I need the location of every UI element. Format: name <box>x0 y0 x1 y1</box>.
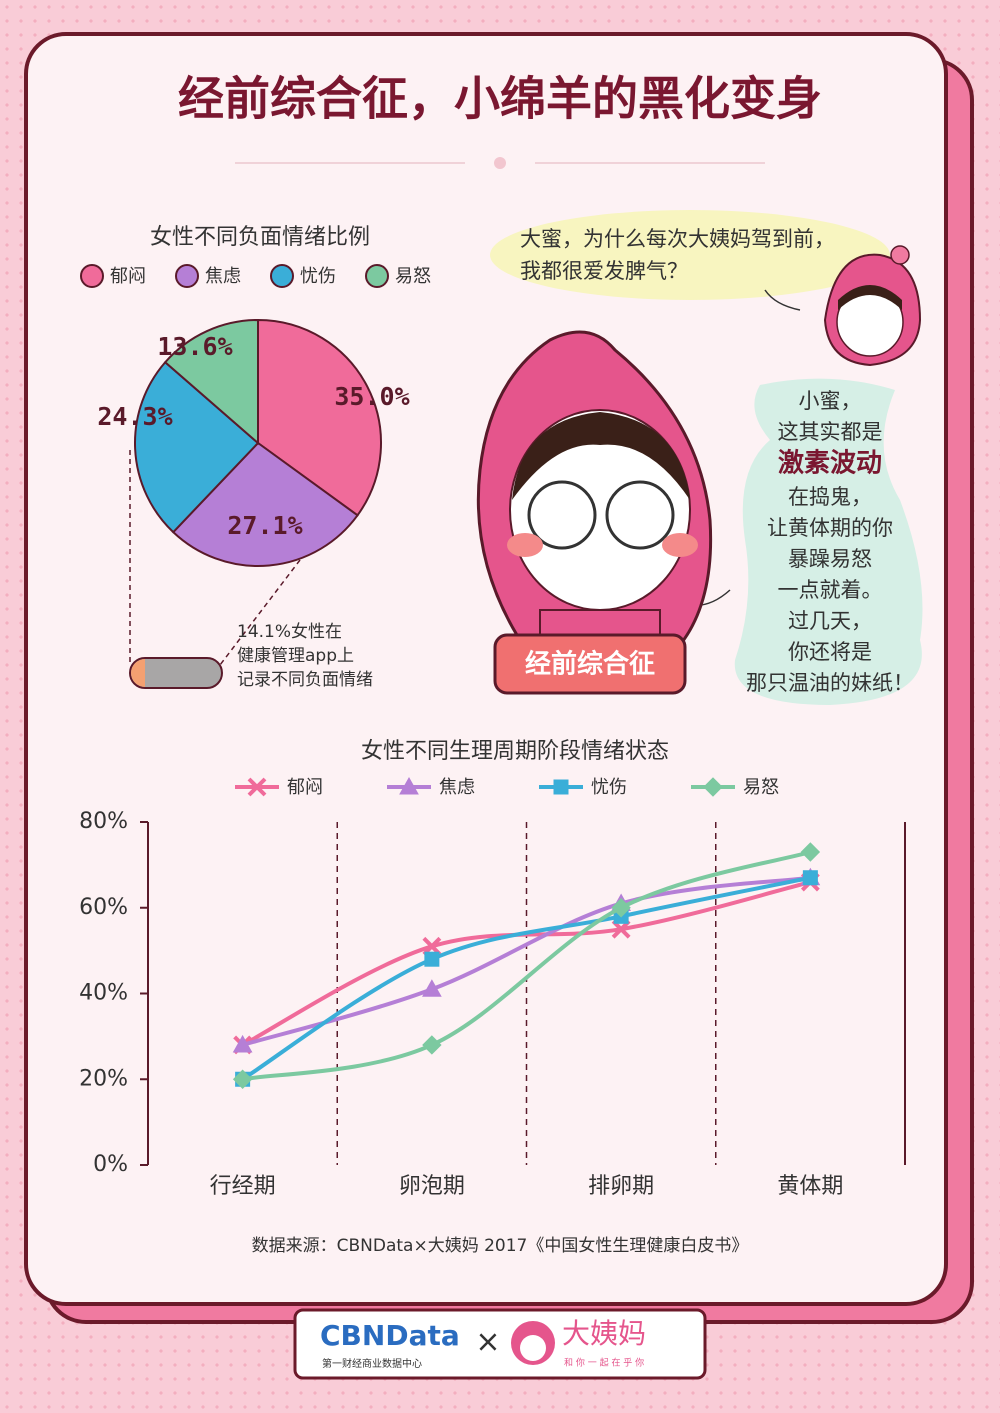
legend-label: 焦虑 <box>439 777 475 798</box>
marker <box>424 951 440 967</box>
legend-label: 易怒 <box>743 777 779 798</box>
data-label: 13.6% <box>157 332 232 361</box>
footer-sub: 和 你 一 起 在 乎 你 <box>564 1357 644 1369</box>
footer-icon-face <box>520 1335 546 1361</box>
x-tick-label: 排卵期 <box>588 1174 654 1199</box>
data-label: 24.3% <box>97 402 172 431</box>
note-bar <box>129 657 223 689</box>
legend-swatch <box>175 264 199 288</box>
legend-label: 忧伤 <box>591 777 627 798</box>
pie-slice <box>163 318 259 446</box>
y-tick-label: 40% <box>79 981 128 1006</box>
chart-title: 女性不同负面情绪比例 <box>150 225 370 250</box>
pie-slice <box>171 441 359 567</box>
bubble-text: 那只温油的妹纸！ <box>746 671 914 695</box>
y-tick-label: 0% <box>93 1152 128 1177</box>
marker <box>800 842 821 862</box>
footer-sub: 第一财经商业数据中心 <box>322 1357 422 1370</box>
divider-dot <box>494 157 506 169</box>
footer-logo: 大姨妈 <box>562 1317 646 1350</box>
marker <box>247 777 267 797</box>
source: 数据来源：CBNData×大姨妈 2017《中国女性生理健康白皮书》 <box>252 1236 749 1256</box>
banner <box>493 633 687 695</box>
chart-title: 女性不同生理周期阶段情绪状态 <box>361 739 669 764</box>
legend-label: 焦虑 <box>205 266 241 287</box>
y-tick-label: 80% <box>79 809 128 834</box>
legend-label: 忧伤 <box>300 266 336 287</box>
bubble-text: 让黄体期的你 <box>767 516 893 540</box>
y-tick-label: 60% <box>79 895 128 920</box>
legend-label: 郁闷 <box>110 266 146 287</box>
footer-logo: CBNData <box>320 1319 460 1352</box>
data-label: 27.1% <box>227 511 302 540</box>
marker <box>703 777 723 797</box>
x-tick-label: 行经期 <box>210 1174 276 1199</box>
small-character <box>823 245 922 367</box>
bubble-text: 过几天， <box>788 609 872 633</box>
footer-box <box>293 1308 707 1380</box>
series-line <box>241 875 811 1081</box>
bubble-text: 在捣鬼， <box>788 485 872 509</box>
title: 经前综合征，小绵羊的黑化变身 <box>178 72 822 126</box>
bubble-text: 小蜜， <box>799 389 862 413</box>
legend-swatch <box>80 264 104 288</box>
pie-slice <box>257 318 382 517</box>
pie-note: 14.1%女性在 <box>237 622 342 642</box>
legend-label: 易怒 <box>395 266 431 287</box>
legend-swatch <box>365 264 389 288</box>
speech-bubble <box>734 378 923 705</box>
speech-bubble <box>490 210 890 300</box>
marker <box>422 979 442 997</box>
series-line <box>242 850 811 1082</box>
data-label: 35.0% <box>334 382 409 411</box>
bubble-text: 这其实都是 <box>778 420 883 444</box>
marker <box>611 919 631 939</box>
note-leader <box>219 559 301 666</box>
legend-swatch <box>270 264 294 288</box>
bubble-text: 激素波动 <box>778 448 882 479</box>
marker <box>422 1035 442 1055</box>
bubble-text: 大蜜，为什么每次大姨妈驾到前， <box>520 227 835 251</box>
bubble-text: 暴躁易怒 <box>788 547 872 571</box>
pie-note: 健康管理app上 <box>237 646 354 666</box>
marker <box>399 776 419 795</box>
pie-slice <box>134 360 260 534</box>
marker <box>553 779 569 795</box>
bubble-text: 你还将是 <box>788 640 872 664</box>
marker <box>232 1034 253 1053</box>
marker <box>611 898 631 918</box>
x-tick-label: 卵泡期 <box>399 1174 465 1199</box>
legend-label: 郁闷 <box>287 777 323 798</box>
bubble-tail <box>764 289 801 311</box>
y-tick-label: 20% <box>79 1066 128 1091</box>
marker <box>802 870 818 886</box>
character <box>476 330 713 647</box>
marker <box>422 936 442 956</box>
pie-note: 记录不同负面情绪 <box>237 670 373 690</box>
bubble-text: 一点就着。 <box>778 578 883 602</box>
marker <box>232 1069 253 1089</box>
banner-text: 经前综合征 <box>525 649 655 680</box>
bubble-text: 我都很爱发脾气？ <box>520 259 688 283</box>
footer-times: × <box>475 1325 500 1360</box>
note-bar-part <box>131 659 145 687</box>
x-tick-label: 黄体期 <box>777 1174 843 1199</box>
